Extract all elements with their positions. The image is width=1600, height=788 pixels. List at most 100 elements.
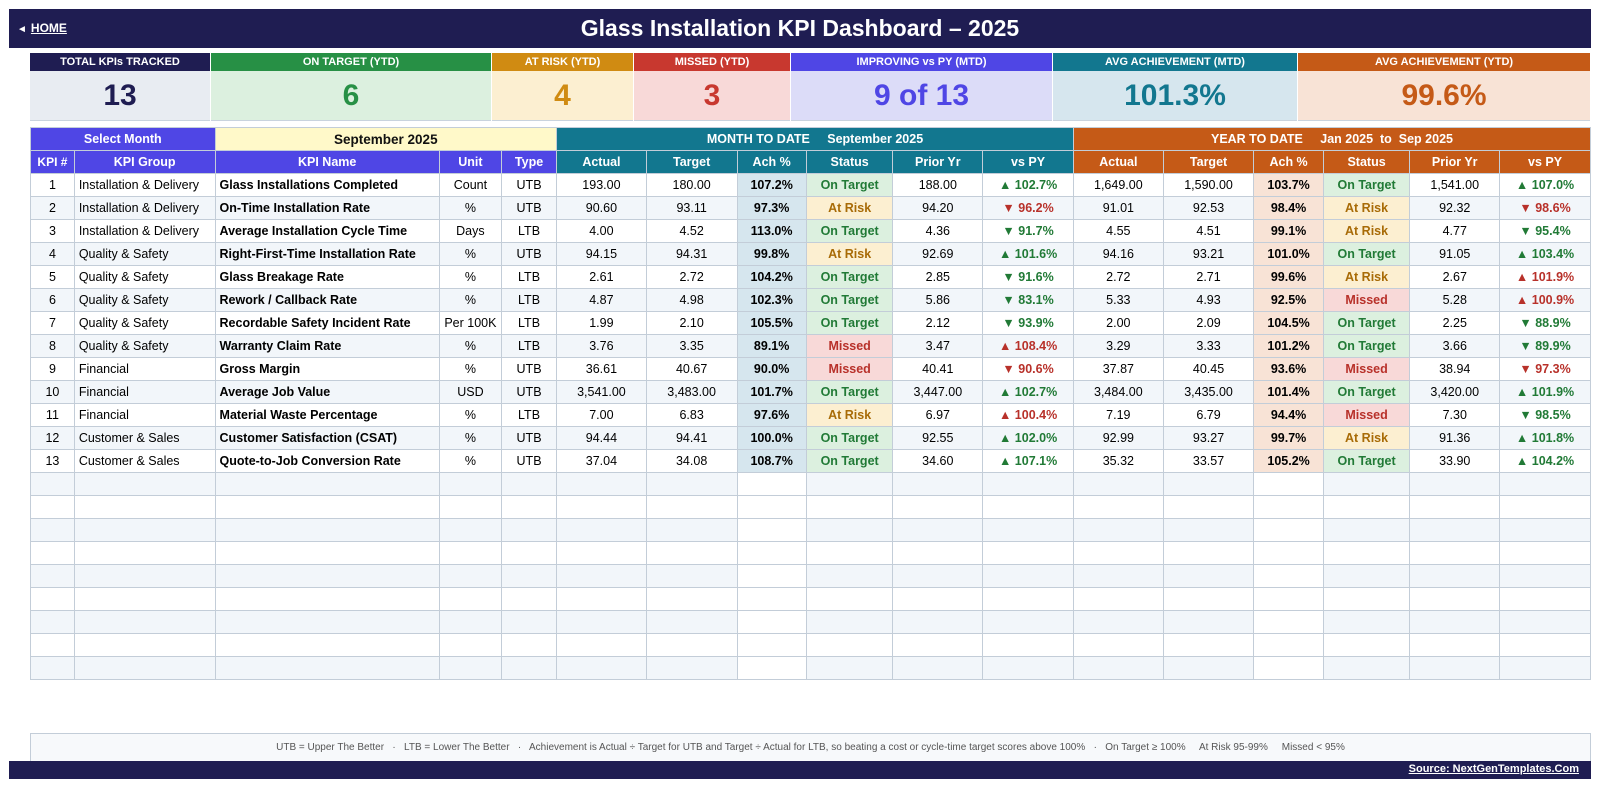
empty-cell [1072, 541, 1164, 565]
kpi-name-cell: Average Job Value [214, 380, 440, 404]
mtd-status-badge: At Risk [805, 242, 894, 266]
empty-cell [500, 495, 558, 519]
empty-cell [73, 495, 216, 519]
type-cell: UTB [500, 357, 558, 381]
kpi-label: AVG ACHIEVEMENT (YTD) [1298, 53, 1590, 71]
empty-row [30, 587, 1591, 611]
empty-cell [1322, 495, 1411, 519]
mtd-target-cell: 6.83 [645, 403, 738, 427]
home-link[interactable]: ◄ HOME [17, 21, 67, 35]
ytd-status-badge: Missed [1322, 403, 1411, 427]
col-kpi-number: KPI # [30, 150, 75, 174]
ytd-target-cell: 6.79 [1162, 403, 1255, 427]
kpi-group-cell: Customer & Sales [73, 449, 216, 473]
empty-cell [1322, 518, 1411, 542]
unit-cell: Per 100K [438, 311, 503, 335]
empty-cell [1499, 610, 1591, 634]
empty-cell [736, 518, 807, 542]
empty-cell [556, 564, 647, 588]
kpi-card: TOTAL KPIs TRACKED 13 [30, 53, 211, 121]
mtd-prior-cell: 2.12 [892, 311, 984, 335]
mtd-target-cell: 2.72 [645, 265, 738, 289]
kpi-number-cell: 8 [30, 334, 75, 358]
empty-cell [892, 656, 984, 680]
mtd-ach-cell: 89.1% [736, 334, 807, 358]
empty-cell [500, 564, 558, 588]
mtd-vspy-cell: ▲ 108.4% [982, 334, 1074, 358]
empty-row [30, 656, 1591, 680]
ytd-prior-cell: 38.94 [1409, 357, 1501, 381]
empty-cell [73, 610, 216, 634]
mtd-actual-cell: 4.87 [556, 288, 647, 312]
empty-cell [1253, 472, 1324, 496]
empty-cell [892, 472, 984, 496]
empty-cell [1409, 656, 1501, 680]
ytd-ach-cell: 99.7% [1253, 426, 1324, 450]
empty-cell [805, 564, 894, 588]
mtd-actual-cell: 94.15 [556, 242, 647, 266]
empty-cell [1409, 633, 1501, 657]
source-link[interactable]: Source: NextGenTemplates.Com [1408, 763, 1579, 775]
empty-cell [1322, 541, 1411, 565]
bottom-bar: Source: NextGenTemplates.Com [9, 761, 1591, 779]
kpi-group-cell: Quality & Safety [73, 288, 216, 312]
mtd-vspy-cell: ▼ 83.1% [982, 288, 1074, 312]
empty-cell [1499, 472, 1591, 496]
empty-cell [1409, 541, 1501, 565]
mtd-prior-cell: 34.60 [892, 449, 984, 473]
empty-cell [556, 495, 647, 519]
kpi-number-cell: 13 [30, 449, 75, 473]
col-ytd-actual: Actual [1072, 150, 1164, 174]
empty-cell [438, 472, 503, 496]
empty-cell [1322, 610, 1411, 634]
empty-cell [73, 541, 216, 565]
empty-cell [1499, 587, 1591, 611]
mtd-prior-cell: 92.69 [892, 242, 984, 266]
empty-cell [892, 633, 984, 657]
kpi-card: MISSED (YTD) 3 [634, 53, 791, 121]
mtd-target-cell: 94.41 [645, 426, 738, 450]
empty-cell [736, 564, 807, 588]
mtd-actual-cell: 1.99 [556, 311, 647, 335]
empty-cell [892, 541, 984, 565]
kpi-number-cell: 7 [30, 311, 75, 335]
col-ytd-ach: Ach % [1253, 150, 1324, 174]
empty-cell [1409, 518, 1501, 542]
ytd-actual-cell: 1,649.00 [1072, 173, 1164, 197]
ytd-ach-cell: 101.4% [1253, 380, 1324, 404]
empty-cell [982, 564, 1074, 588]
empty-cell [892, 495, 984, 519]
ytd-actual-cell: 91.01 [1072, 196, 1164, 220]
empty-cell [30, 656, 75, 680]
kpi-name-cell: Average Installation Cycle Time [214, 219, 440, 243]
empty-cell [736, 610, 807, 634]
kpi-label: AT RISK (YTD) [492, 53, 633, 71]
mtd-ach-cell: 113.0% [736, 219, 807, 243]
ytd-vspy-cell: ▲ 104.2% [1499, 449, 1591, 473]
ytd-status-badge: On Target [1322, 311, 1411, 335]
kpi-number-cell: 2 [30, 196, 75, 220]
mtd-actual-cell: 90.60 [556, 196, 647, 220]
empty-cell [1162, 495, 1255, 519]
empty-cell [214, 633, 440, 657]
unit-cell: % [438, 426, 503, 450]
empty-cell [438, 587, 503, 611]
mtd-actual-cell: 4.00 [556, 219, 647, 243]
empty-cell [892, 518, 984, 542]
ytd-target-cell: 3.33 [1162, 334, 1255, 358]
empty-cell [645, 495, 738, 519]
left-arrow-icon: ◄ [17, 24, 27, 35]
kpi-label: IMPROVING vs PY (MTD) [791, 53, 1052, 71]
empty-cell [1162, 587, 1255, 611]
empty-cell [1072, 633, 1164, 657]
empty-cell [982, 472, 1074, 496]
unit-cell: % [438, 357, 503, 381]
ytd-status-badge: On Target [1322, 334, 1411, 358]
empty-cell [736, 633, 807, 657]
ytd-prior-cell: 2.67 [1409, 265, 1501, 289]
empty-cell [214, 472, 440, 496]
month-selector[interactable]: September 2025 [214, 127, 558, 151]
empty-cell [645, 564, 738, 588]
mtd-vspy-cell: ▲ 100.4% [982, 403, 1074, 427]
mtd-vspy-cell: ▲ 107.1% [982, 449, 1074, 473]
